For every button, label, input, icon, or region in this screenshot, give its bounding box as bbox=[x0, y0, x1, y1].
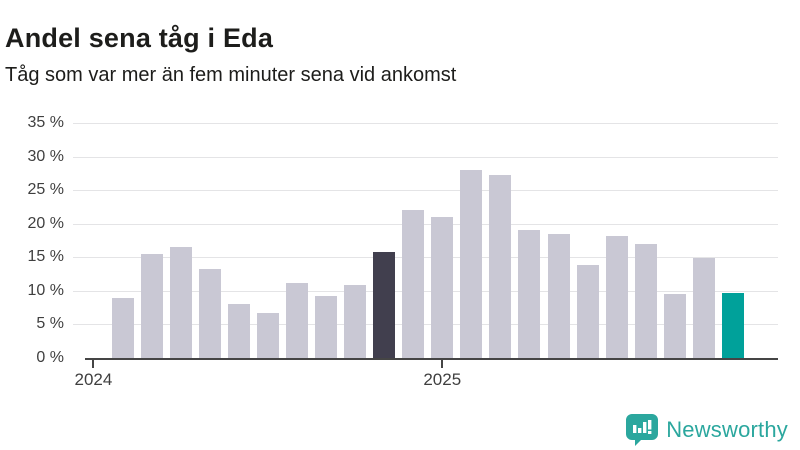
bar-2024-06 bbox=[227, 303, 250, 358]
newsworthy-logo-text: Newsworthy bbox=[666, 416, 788, 442]
y-axis-tick-label: 10 % bbox=[27, 281, 64, 299]
newsworthy-bubble-chart-icon bbox=[625, 413, 659, 446]
bar-2025-02 bbox=[460, 170, 483, 358]
bar-2024-02 bbox=[111, 297, 134, 358]
bar-2025-01 bbox=[431, 217, 454, 358]
bar-2025-08 bbox=[634, 243, 657, 358]
gridline-10 bbox=[73, 290, 778, 292]
bar-2024-10 bbox=[344, 285, 367, 358]
bar-2025-06 bbox=[576, 264, 599, 358]
gridline-25 bbox=[73, 190, 778, 192]
bar-2024-04 bbox=[169, 247, 192, 358]
chart-subtitle: Tåg som var mer än fem minuter sena vid … bbox=[5, 64, 457, 86]
x-axis-tick bbox=[92, 360, 95, 368]
y-axis-tick-label: 25 % bbox=[27, 181, 64, 199]
x-axis-tick-label: 2024 bbox=[74, 370, 113, 389]
bar-2024-11 bbox=[373, 251, 396, 358]
bar-2025-11 bbox=[721, 292, 744, 358]
bar-2025-04 bbox=[518, 229, 541, 358]
y-axis-tick-label: 35 % bbox=[27, 114, 64, 131]
newsworthy-logo: Newsworthy bbox=[625, 413, 788, 446]
gridline-5 bbox=[73, 324, 778, 326]
gridline-30 bbox=[73, 156, 778, 158]
x-axis-tick-label: 2025 bbox=[423, 370, 462, 389]
bar-2025-10 bbox=[692, 257, 715, 358]
y-axis-tick-label: 20 % bbox=[27, 214, 64, 232]
y-axis-tick-label: 30 % bbox=[27, 147, 64, 165]
bar-2025-07 bbox=[605, 236, 628, 358]
x-axis-line bbox=[85, 358, 778, 360]
gridline-15 bbox=[73, 257, 778, 259]
bar-2025-09 bbox=[663, 293, 686, 358]
bar-2024-07 bbox=[256, 313, 279, 358]
bar-2024-12 bbox=[402, 210, 425, 358]
bar-2024-09 bbox=[314, 296, 337, 358]
page-title: Andel sena tåg i Eda bbox=[5, 23, 274, 54]
bar-2025-03 bbox=[489, 175, 512, 358]
bar-2024-03 bbox=[140, 253, 163, 358]
gridline-35 bbox=[73, 123, 778, 124]
bar-2025-05 bbox=[547, 234, 570, 358]
y-axis-tick-label: 15 % bbox=[27, 248, 64, 266]
x-axis-tick bbox=[441, 360, 444, 368]
y-axis-tick-label: 0 % bbox=[36, 349, 64, 366]
gridline-20 bbox=[73, 223, 778, 225]
bar-2024-05 bbox=[198, 269, 221, 358]
bar-2024-08 bbox=[285, 282, 308, 358]
y-axis-tick-label: 5 % bbox=[36, 315, 64, 333]
